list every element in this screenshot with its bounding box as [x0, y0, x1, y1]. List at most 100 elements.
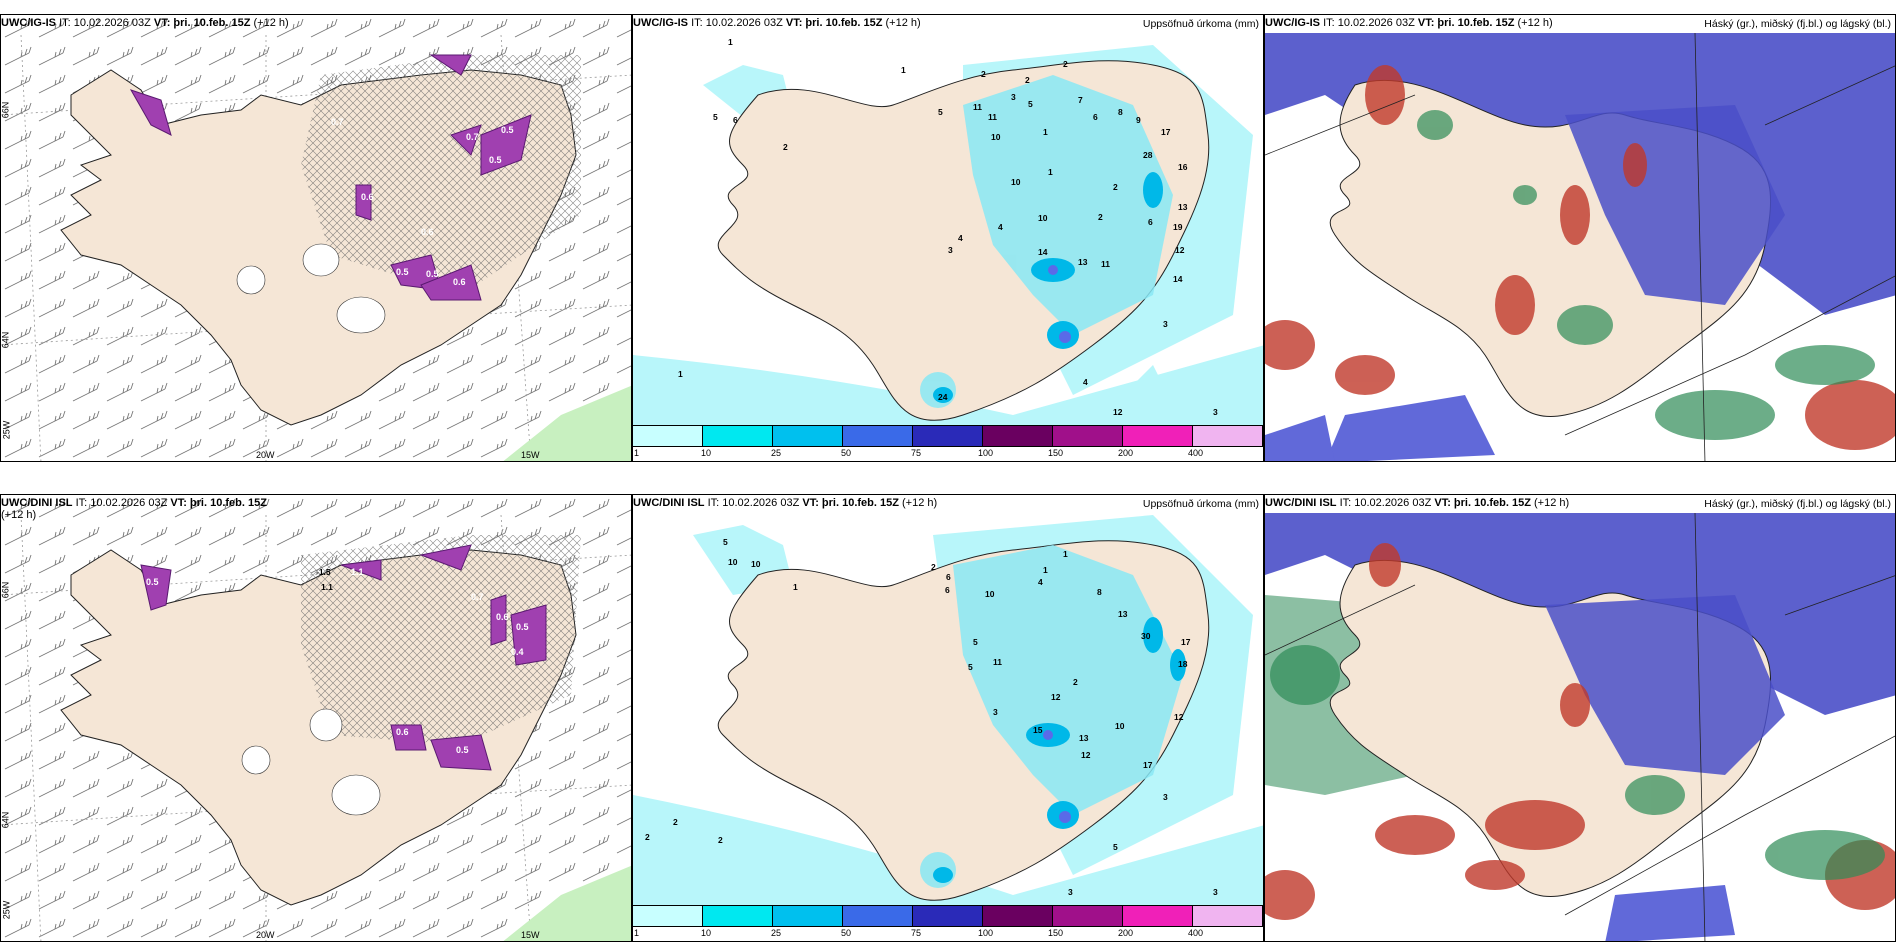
- svg-text:0.6: 0.6: [496, 612, 509, 622]
- svg-text:16: 16: [1178, 162, 1188, 172]
- panel-r2c3: UWC/DINI ISL IT: 10.02.2026 03Z VT: þri.…: [1264, 494, 1896, 942]
- svg-text:0.5: 0.5: [426, 269, 439, 279]
- colorbar-ticks: 1 10 25 50 75 100 150 200 400: [634, 448, 1204, 458]
- precip-map: 1 1 2 2 2 3 5 11 11 5 7 6 8 9 17 28 16 1…: [633, 37, 1263, 429]
- svg-text:5: 5: [723, 537, 728, 547]
- precip-labels: 0.5 1.1 0.7 0.6 0.5 0.5 0.6 0.4 -1.5 1.1: [146, 567, 529, 755]
- svg-text:1: 1: [1043, 127, 1048, 137]
- svg-text:5: 5: [1113, 842, 1118, 852]
- svg-text:1: 1: [678, 369, 683, 379]
- panel-subtitle: Háský (gr.), miðský (fj.bl.) og lágský (…: [1704, 18, 1891, 30]
- svg-text:10: 10: [1038, 213, 1048, 223]
- precip-labels: 0.5 0.7 0.6 0.5 0.6 0.5 0.5 0.6 0.7: [331, 117, 514, 287]
- colorbar: [633, 425, 1263, 447]
- colorbar-swatch: [913, 906, 983, 926]
- precip-blobs: [129, 54, 532, 301]
- lon-label: 15W: [521, 930, 540, 940]
- precip-values: 1 1 2 2 2 3 5 11 11 5 7 6 8 9 17 28 16 1…: [678, 37, 1218, 417]
- svg-text:13: 13: [1079, 733, 1089, 743]
- wind-barb-map: 0.5 1.1 0.7 0.6 0.5 0.5 0.6 0.4 -1.5 1.1: [1, 495, 631, 941]
- svg-text:12: 12: [1113, 407, 1123, 417]
- svg-text:4: 4: [1083, 377, 1088, 387]
- svg-text:0.5: 0.5: [501, 125, 514, 135]
- svg-text:12: 12: [1081, 750, 1091, 760]
- precip-values: 5 10 10 1 2 6 10 8 13 30 17 18 12 12 11 …: [645, 537, 1218, 897]
- svg-text:3: 3: [993, 707, 998, 717]
- svg-text:3: 3: [1213, 407, 1218, 417]
- svg-text:5: 5: [968, 662, 973, 672]
- colorbar-swatch: [983, 906, 1053, 926]
- svg-text:11: 11: [973, 102, 982, 112]
- svg-text:2: 2: [718, 835, 723, 845]
- svg-text:2: 2: [1098, 212, 1103, 222]
- panel-r1c1: UWC/IG-IS IT: 10.02.2026 03Z VT: þri. 10…: [0, 14, 632, 462]
- panel-subtitle: Háský (gr.), miðský (fj.bl.) og lágský (…: [1704, 498, 1891, 510]
- lon-label: 15W: [521, 450, 540, 460]
- svg-text:10: 10: [985, 589, 995, 599]
- svg-text:12: 12: [1175, 245, 1185, 255]
- svg-text:30: 30: [1141, 631, 1151, 641]
- svg-text:5: 5: [1028, 99, 1033, 109]
- svg-text:17: 17: [1161, 127, 1171, 137]
- svg-text:2: 2: [931, 562, 936, 572]
- colorbar-swatch: [773, 426, 843, 446]
- svg-text:3: 3: [1213, 887, 1218, 897]
- svg-text:10: 10: [751, 559, 761, 569]
- svg-text:24: 24: [938, 392, 948, 402]
- svg-text:8: 8: [1118, 107, 1123, 117]
- svg-text:12: 12: [1174, 712, 1184, 722]
- svg-text:5: 5: [938, 107, 943, 117]
- cloud-map: [1265, 512, 1895, 941]
- lat-label: 64N: [0, 811, 11, 829]
- panel-r1c3: UWC/IG-IS IT: 10.02.2026 03Z VT: þri. 10…: [1264, 14, 1896, 462]
- svg-text:17: 17: [1181, 637, 1191, 647]
- svg-text:0.4: 0.4: [511, 647, 524, 657]
- svg-text:2: 2: [1073, 677, 1078, 687]
- precip-map: 5 10 10 1 2 6 10 8 13 30 17 18 12 12 11 …: [633, 515, 1263, 909]
- svg-text:14: 14: [1038, 247, 1048, 257]
- svg-text:3: 3: [1068, 887, 1073, 897]
- svg-text:2: 2: [673, 817, 678, 827]
- panel-title: UWC/DINI ISL IT: 10.02.2026 03Z VT: þri.…: [633, 497, 938, 509]
- lat-label: 66N: [0, 581, 11, 599]
- svg-text:2: 2: [1113, 182, 1118, 192]
- svg-text:10: 10: [991, 132, 1001, 142]
- svg-text:0.5: 0.5: [516, 622, 529, 632]
- svg-text:5: 5: [713, 112, 718, 122]
- svg-text:6: 6: [1093, 112, 1098, 122]
- panel-title: UWC/IG-IS IT: 10.02.2026 03Z VT: þri. 10…: [1265, 17, 1553, 29]
- svg-text:14: 14: [1173, 274, 1183, 284]
- colorbar-swatch: [843, 426, 913, 446]
- wind-barb-map: 0.5 0.7 0.6 0.5 0.6 0.5 0.5 0.6 0.7: [1, 15, 631, 461]
- colorbar-swatch: [913, 426, 983, 446]
- svg-text:1: 1: [1043, 565, 1048, 575]
- panel-title: UWC/IG-IS IT: 10.02.2026 03Z VT: þri. 10…: [1, 17, 289, 29]
- svg-text:0.6: 0.6: [421, 227, 434, 237]
- colorbar-swatch: [1193, 906, 1263, 926]
- svg-text:2: 2: [981, 69, 986, 79]
- colorbar-swatch: [703, 906, 773, 926]
- svg-text:1: 1: [901, 65, 906, 75]
- svg-text:18: 18: [1178, 659, 1188, 669]
- svg-text:2: 2: [1063, 59, 1068, 69]
- panel-title: UWC/DINI ISL IT: 10.02.2026 03Z VT: þri.…: [1265, 497, 1570, 509]
- colorbar-swatch: [633, 906, 703, 926]
- colorbar-swatch: [1053, 906, 1123, 926]
- svg-text:0.6: 0.6: [453, 277, 466, 287]
- svg-text:11: 11: [1101, 259, 1110, 269]
- panel-r1c2: UWC/IG-IS IT: 10.02.2026 03Z VT: þri. 10…: [632, 14, 1264, 462]
- lat-label: 25W: [1, 900, 12, 920]
- colorbar-swatch: [773, 906, 843, 926]
- svg-text:13: 13: [1118, 609, 1128, 619]
- lon-label: 20W: [256, 450, 275, 460]
- panel-subtitle: Uppsöfnuð úrkoma (mm): [1142, 498, 1259, 510]
- svg-text:0.5: 0.5: [456, 745, 469, 755]
- svg-text:1: 1: [793, 582, 798, 592]
- svg-text:15: 15: [1033, 725, 1043, 735]
- precip-blobs: [140, 544, 547, 771]
- colorbar-swatch: [983, 426, 1053, 446]
- svg-text:0.5: 0.5: [489, 155, 502, 165]
- svg-text:0.5: 0.5: [396, 267, 409, 277]
- svg-text:2: 2: [645, 832, 650, 842]
- svg-text:12: 12: [1051, 692, 1061, 702]
